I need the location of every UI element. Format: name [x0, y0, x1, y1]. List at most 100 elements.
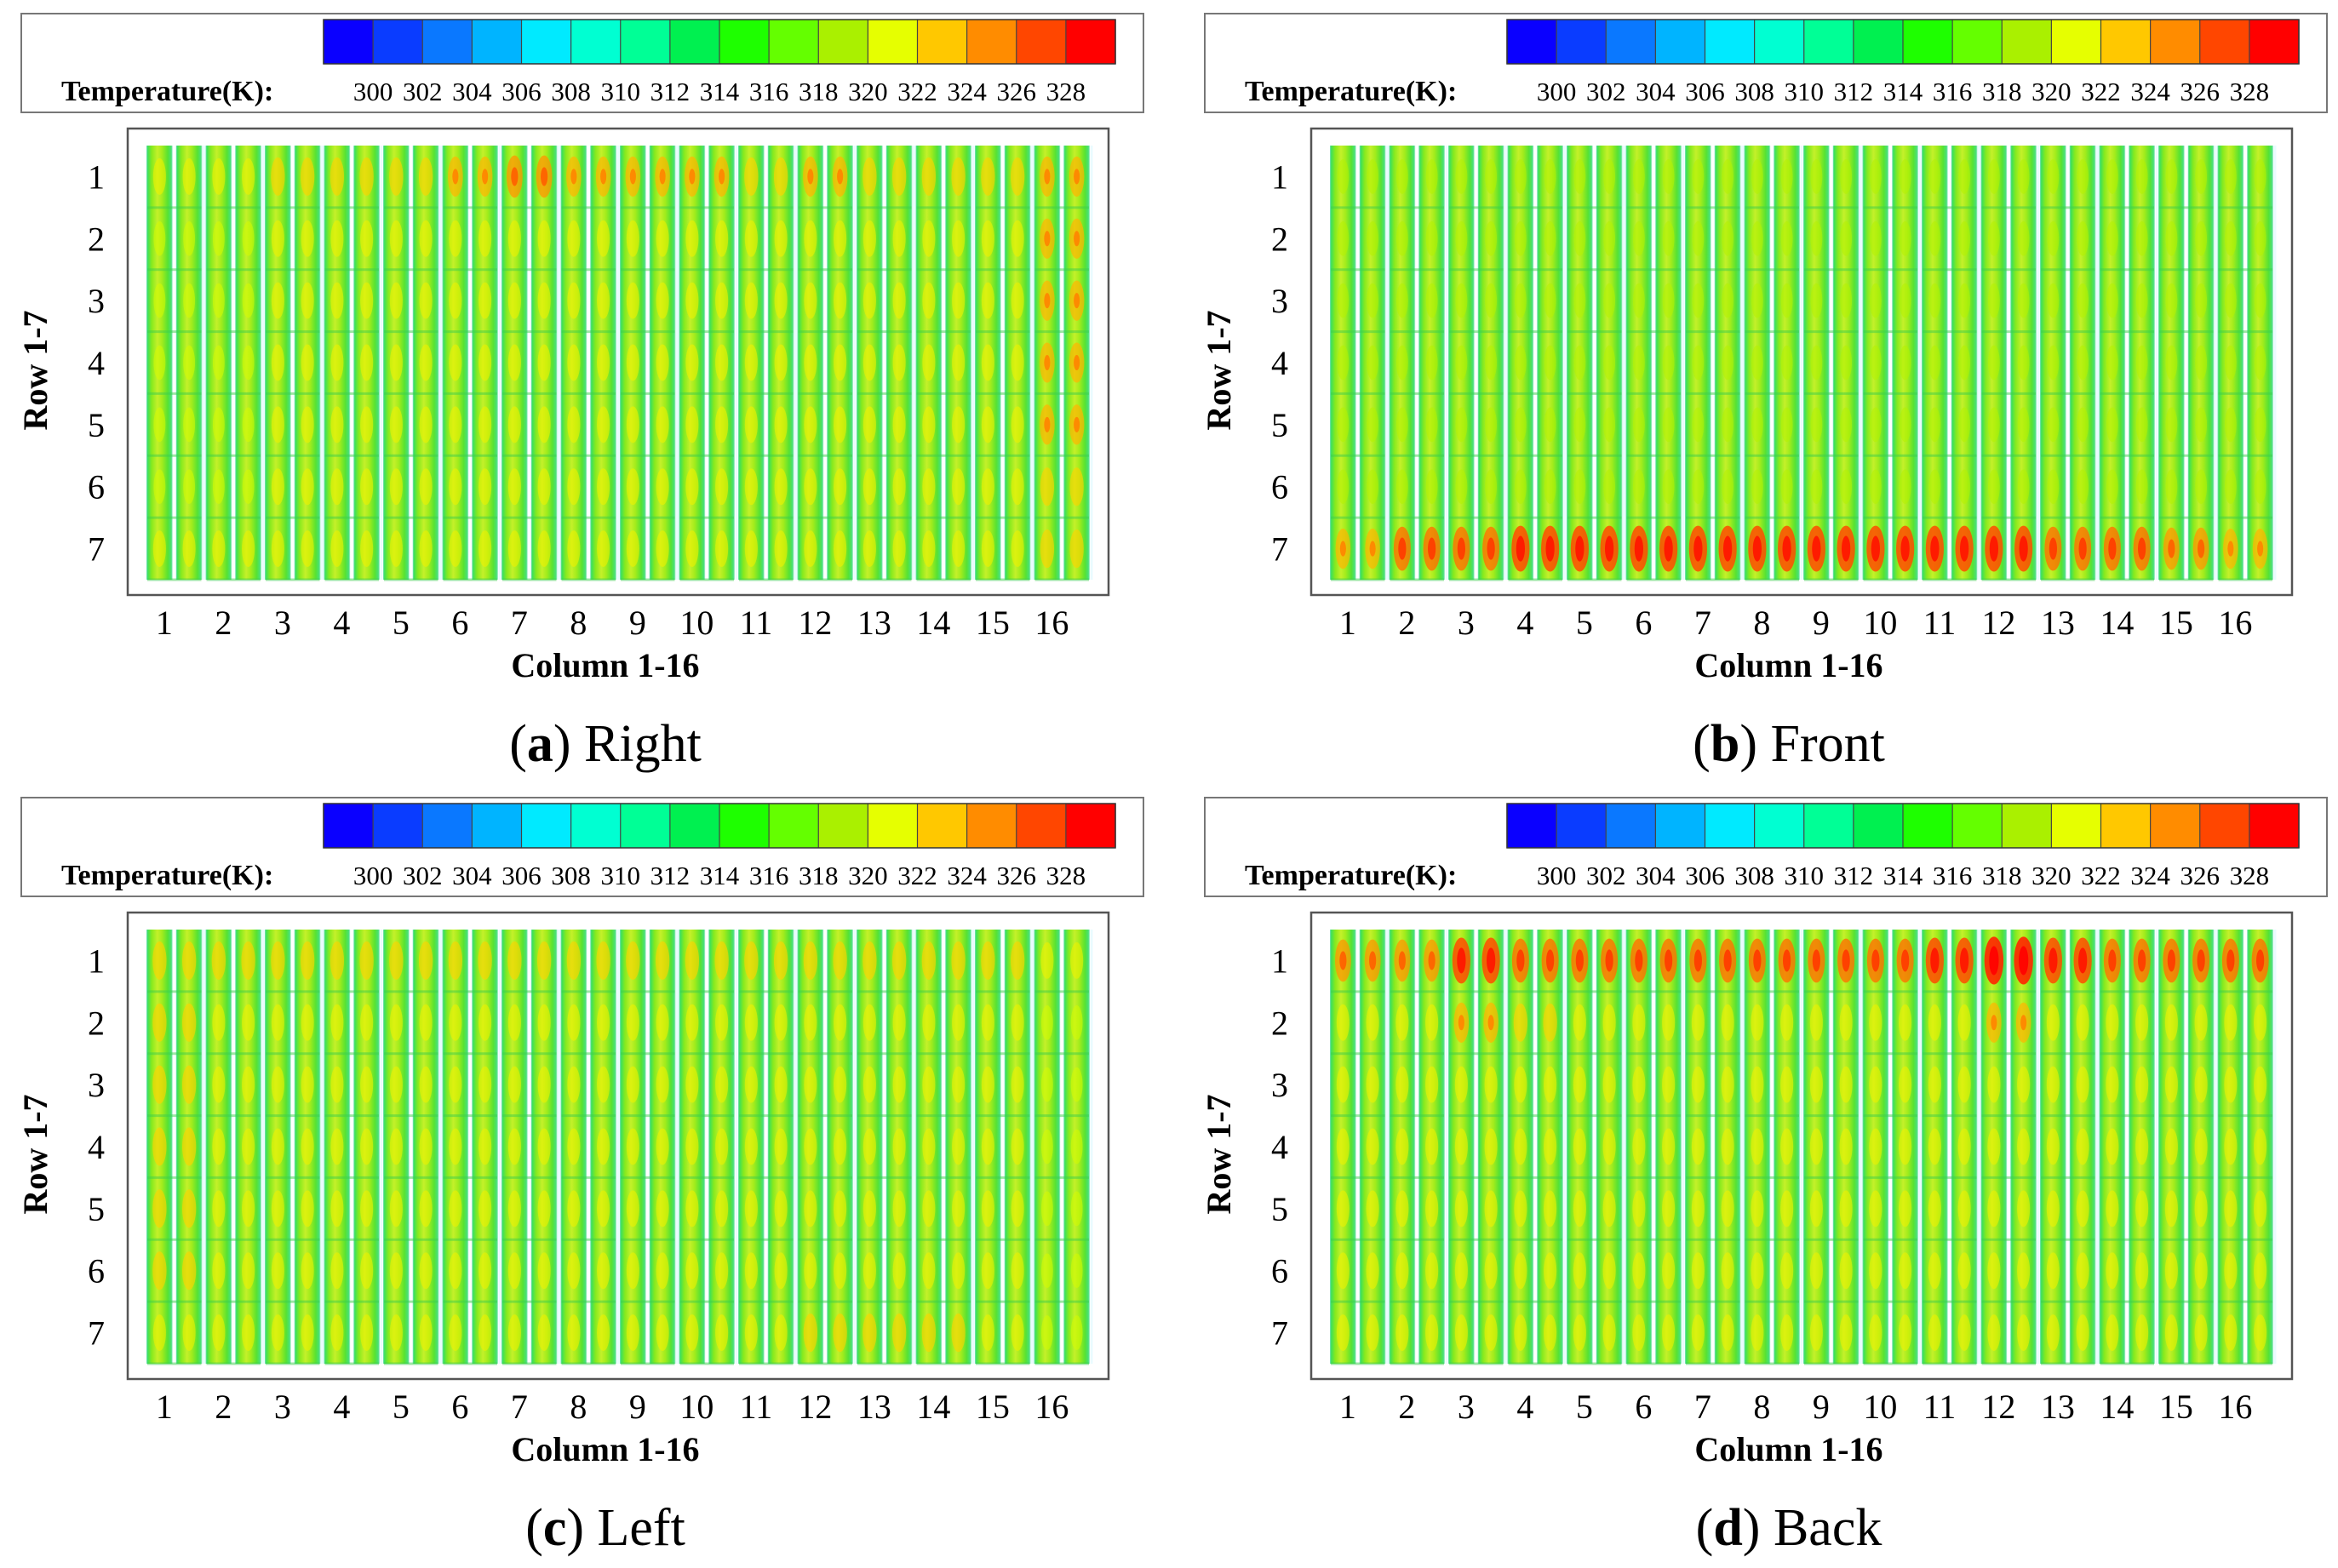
cell-value — [1780, 1252, 1794, 1290]
cell-value — [1839, 1314, 1853, 1352]
y-tick-label: 1 — [1271, 941, 1288, 980]
cell-value — [1573, 1190, 1586, 1228]
cell-value — [212, 283, 225, 318]
cell-value — [744, 406, 758, 444]
cell-value — [537, 1128, 551, 1165]
colorbar-tick-label: 306 — [501, 861, 542, 890]
cell-value — [2046, 1066, 2060, 1103]
cell-value — [626, 344, 639, 381]
cell-value — [626, 1066, 639, 1103]
cell-value — [921, 941, 937, 981]
x-tick-label: 4 — [333, 604, 350, 642]
y-axis-label: Row 1-7 — [1200, 310, 1238, 430]
colorbar-title: Temperature(K): — [61, 76, 273, 107]
cell-value — [1544, 1314, 1557, 1352]
cell-value — [774, 1004, 788, 1041]
colorbar-title: Temperature(K): — [1245, 76, 1457, 107]
cell-value — [2254, 283, 2266, 318]
cell-value — [1455, 407, 1468, 443]
x-tick-label: 12 — [1981, 1388, 2015, 1426]
cell-value — [1069, 467, 1084, 506]
cell-value — [1751, 1128, 1764, 1165]
cell-value — [2135, 220, 2148, 256]
cell-value — [1337, 159, 1350, 194]
cell-value — [1070, 1315, 1083, 1350]
cell-value — [1040, 941, 1054, 979]
cell-value — [1958, 159, 1971, 194]
cell-value — [1839, 1190, 1853, 1228]
cell-value — [804, 220, 817, 257]
cell-value — [1544, 159, 1556, 194]
colorbar-tick-label: 304 — [1636, 861, 1676, 890]
x-tick-label: 6 — [451, 604, 468, 642]
cell-value — [713, 156, 730, 197]
cell-value — [449, 1004, 462, 1041]
cell-value — [212, 407, 225, 443]
cell-value — [1335, 528, 1351, 569]
y-tick-label: 7 — [1271, 530, 1288, 569]
cell-value — [2254, 1066, 2267, 1103]
colorbar-swatch — [1016, 20, 1067, 64]
cell-value — [1928, 469, 1941, 505]
cell-value — [1662, 345, 1675, 381]
cell-value — [1810, 345, 1823, 381]
cell-value — [1070, 1067, 1083, 1102]
cell-value — [715, 530, 729, 568]
cell-value — [981, 157, 995, 197]
colorbar-tick-label: 306 — [1685, 77, 1725, 106]
cell-value — [626, 941, 640, 981]
cell-value — [1632, 1190, 1646, 1228]
cell-value — [2254, 1128, 2267, 1165]
cell-value — [478, 282, 492, 319]
cell-value — [1070, 1004, 1083, 1040]
cell-value — [1928, 407, 1941, 443]
cell-value — [1808, 938, 1825, 983]
cell-value — [2047, 345, 2060, 381]
colorbar-swatch — [1606, 804, 1656, 848]
cell-value — [1632, 407, 1645, 443]
cell-value — [804, 282, 817, 319]
cell-value — [419, 1066, 433, 1103]
cell-value — [389, 406, 403, 444]
cell-value — [389, 1314, 403, 1352]
cell-value — [1366, 1314, 1379, 1352]
cell-value — [1070, 1253, 1083, 1289]
cell-value — [2076, 1252, 2089, 1290]
cell-value — [1484, 1190, 1498, 1228]
cell-value — [685, 1066, 699, 1103]
cell-value — [1807, 525, 1825, 572]
cell-value — [2133, 526, 2151, 571]
cell-value — [1366, 1066, 1379, 1103]
colorbar-tick-label: 310 — [601, 861, 641, 890]
cell-value — [2073, 937, 2092, 984]
cell-value — [2017, 1190, 2031, 1228]
cell-value — [478, 468, 492, 506]
cell-value — [2135, 1004, 2149, 1041]
cell-value — [2135, 159, 2148, 194]
colorbar-tick-label: 300 — [353, 77, 393, 106]
cell-value — [2047, 407, 2060, 443]
cell-value — [1336, 1252, 1350, 1290]
colorbar-swatch — [669, 20, 720, 64]
cell-value — [449, 1066, 462, 1103]
caption-paren-close: ) — [553, 715, 584, 773]
cell-value — [1570, 525, 1589, 572]
cell-value — [774, 1190, 788, 1228]
cell-value — [181, 1003, 197, 1042]
cell-value — [1958, 283, 1971, 318]
cell-value — [981, 1128, 994, 1165]
cell-value — [862, 220, 876, 257]
cell-value — [1395, 1190, 1409, 1228]
cell-value — [212, 1190, 226, 1228]
cell-value — [715, 220, 729, 257]
cell-value — [1987, 159, 2000, 194]
cell-value — [1336, 1066, 1350, 1103]
cell-value — [1839, 1004, 1853, 1041]
colorbar-tick-label: 316 — [1933, 77, 1973, 106]
cell-value — [1336, 1314, 1350, 1352]
cell-value — [1544, 469, 1556, 505]
cell-value — [1780, 1314, 1794, 1352]
colorbar-tick-label: 320 — [2031, 77, 2072, 106]
cell-value — [507, 220, 521, 257]
cell-value — [744, 1252, 758, 1290]
